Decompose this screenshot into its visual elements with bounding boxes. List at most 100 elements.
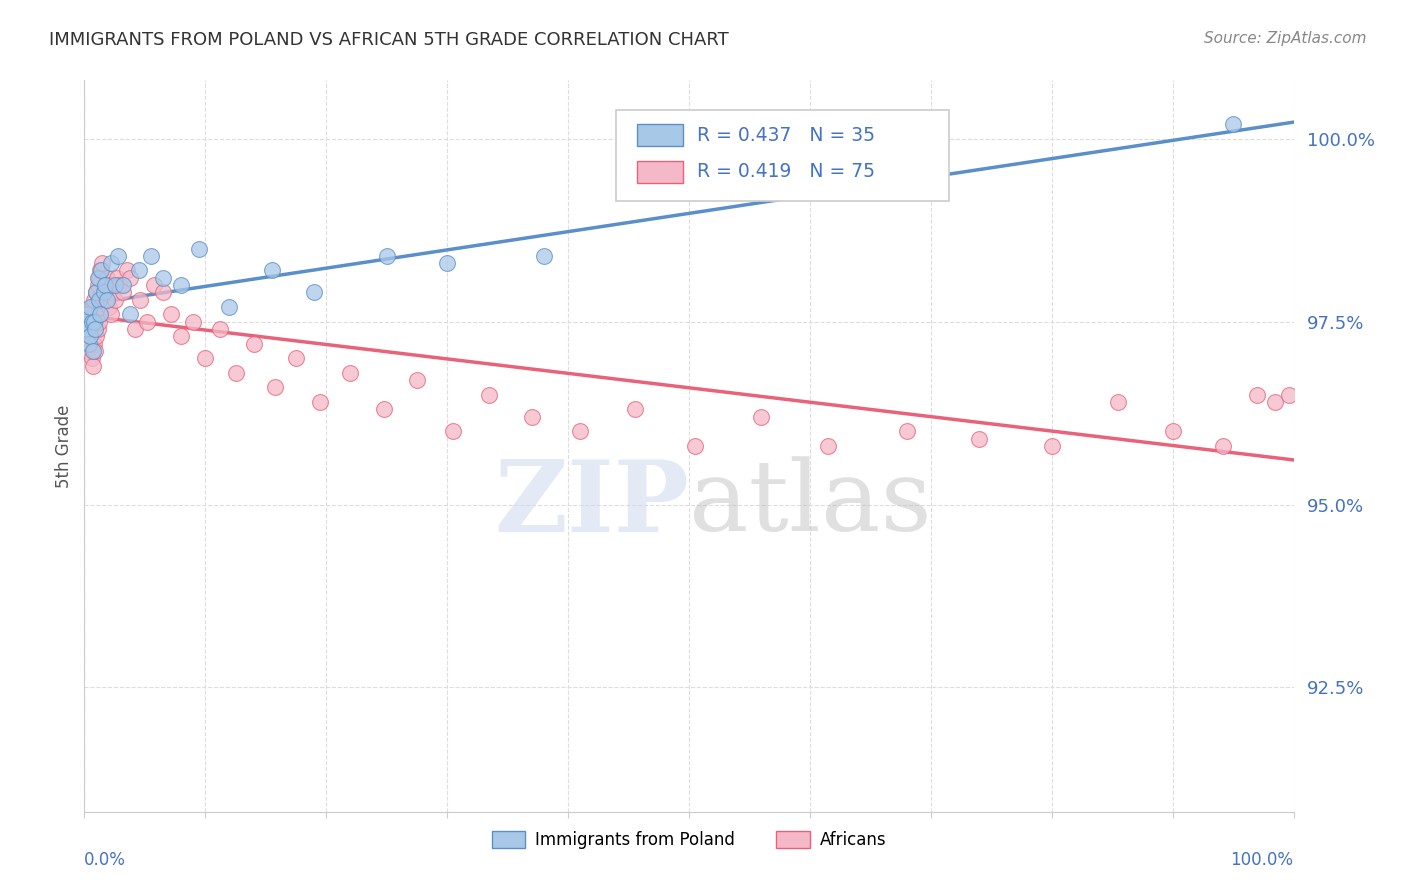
Point [90, 300, 112, 314]
Point [96, 270, 118, 285]
Point [86, 278, 108, 293]
Point [128, 263, 150, 277]
Point [82, 359, 104, 373]
Point [89, 263, 111, 277]
Point [1040, 439, 1063, 453]
Point [89, 307, 111, 321]
Point [79, 336, 101, 351]
Point [79, 329, 101, 343]
Point [181, 315, 204, 329]
Point [242, 336, 264, 351]
Point [83, 315, 105, 329]
Point [86, 285, 108, 300]
Point [1264, 395, 1286, 409]
Point [80, 300, 103, 314]
Point [76, 322, 98, 336]
Point [112, 285, 135, 300]
FancyBboxPatch shape [616, 110, 949, 201]
Point [77, 329, 100, 343]
Point [1278, 388, 1301, 402]
Point [683, 439, 706, 453]
Point [96, 293, 118, 307]
Point [170, 329, 193, 343]
Text: 100.0%: 100.0% [1230, 851, 1294, 869]
Point [93, 285, 115, 300]
Point [136, 315, 159, 329]
Point [82, 315, 104, 329]
Point [101, 285, 124, 300]
Point [76, 322, 98, 336]
Point [194, 351, 217, 366]
Point [80, 315, 103, 329]
Point [87, 270, 110, 285]
Point [105, 270, 128, 285]
Point [520, 409, 543, 424]
Point [569, 425, 592, 439]
Point [1107, 395, 1129, 409]
Point [208, 322, 231, 336]
Text: R = 0.437   N = 35: R = 0.437 N = 35 [697, 126, 876, 145]
Point [120, 307, 142, 321]
Point [170, 278, 193, 293]
Point [75, 315, 97, 329]
Point [375, 249, 398, 263]
Point [97, 300, 120, 314]
Legend: Immigrants from Poland, Africans: Immigrants from Poland, Africans [485, 824, 893, 856]
Point [967, 432, 990, 446]
Point [225, 366, 247, 380]
Text: Source: ZipAtlas.com: Source: ZipAtlas.com [1204, 31, 1367, 46]
Point [623, 402, 645, 417]
Point [84, 322, 107, 336]
Point [94, 278, 117, 293]
Point [75, 307, 97, 321]
Point [152, 270, 174, 285]
Bar [637, 124, 683, 146]
Point [218, 300, 240, 314]
Point [124, 322, 146, 336]
Point [77, 336, 100, 351]
Point [100, 256, 122, 270]
Point [302, 285, 325, 300]
Point [89, 307, 111, 321]
Point [86, 270, 108, 285]
Point [83, 336, 105, 351]
Point [104, 293, 127, 307]
Y-axis label: 5th Grade: 5th Grade [55, 404, 73, 488]
Point [1222, 117, 1244, 131]
Point [107, 249, 129, 263]
Point [83, 293, 105, 307]
Point [129, 293, 152, 307]
Point [86, 329, 108, 343]
Text: atlas: atlas [689, 457, 932, 552]
Point [108, 278, 131, 293]
Point [1161, 425, 1184, 439]
Point [112, 278, 135, 293]
Point [373, 402, 395, 417]
Point [139, 249, 162, 263]
Point [115, 263, 138, 277]
Point [1212, 439, 1234, 453]
Point [94, 293, 117, 307]
Point [86, 322, 108, 336]
Point [86, 285, 108, 300]
Point [533, 249, 555, 263]
Point [87, 293, 110, 307]
Point [406, 373, 429, 387]
Point [77, 307, 100, 321]
Point [751, 409, 773, 424]
Point [80, 351, 103, 366]
Point [160, 307, 183, 321]
Point [260, 263, 283, 277]
Point [896, 425, 918, 439]
Point [188, 242, 211, 256]
Bar [637, 161, 683, 183]
Point [143, 278, 166, 293]
Point [104, 278, 127, 293]
Point [84, 315, 107, 329]
Point [91, 256, 114, 270]
Point [84, 343, 107, 358]
Point [77, 315, 100, 329]
Text: ZIP: ZIP [494, 456, 689, 553]
Text: R = 0.419   N = 75: R = 0.419 N = 75 [697, 162, 876, 181]
Point [91, 293, 114, 307]
